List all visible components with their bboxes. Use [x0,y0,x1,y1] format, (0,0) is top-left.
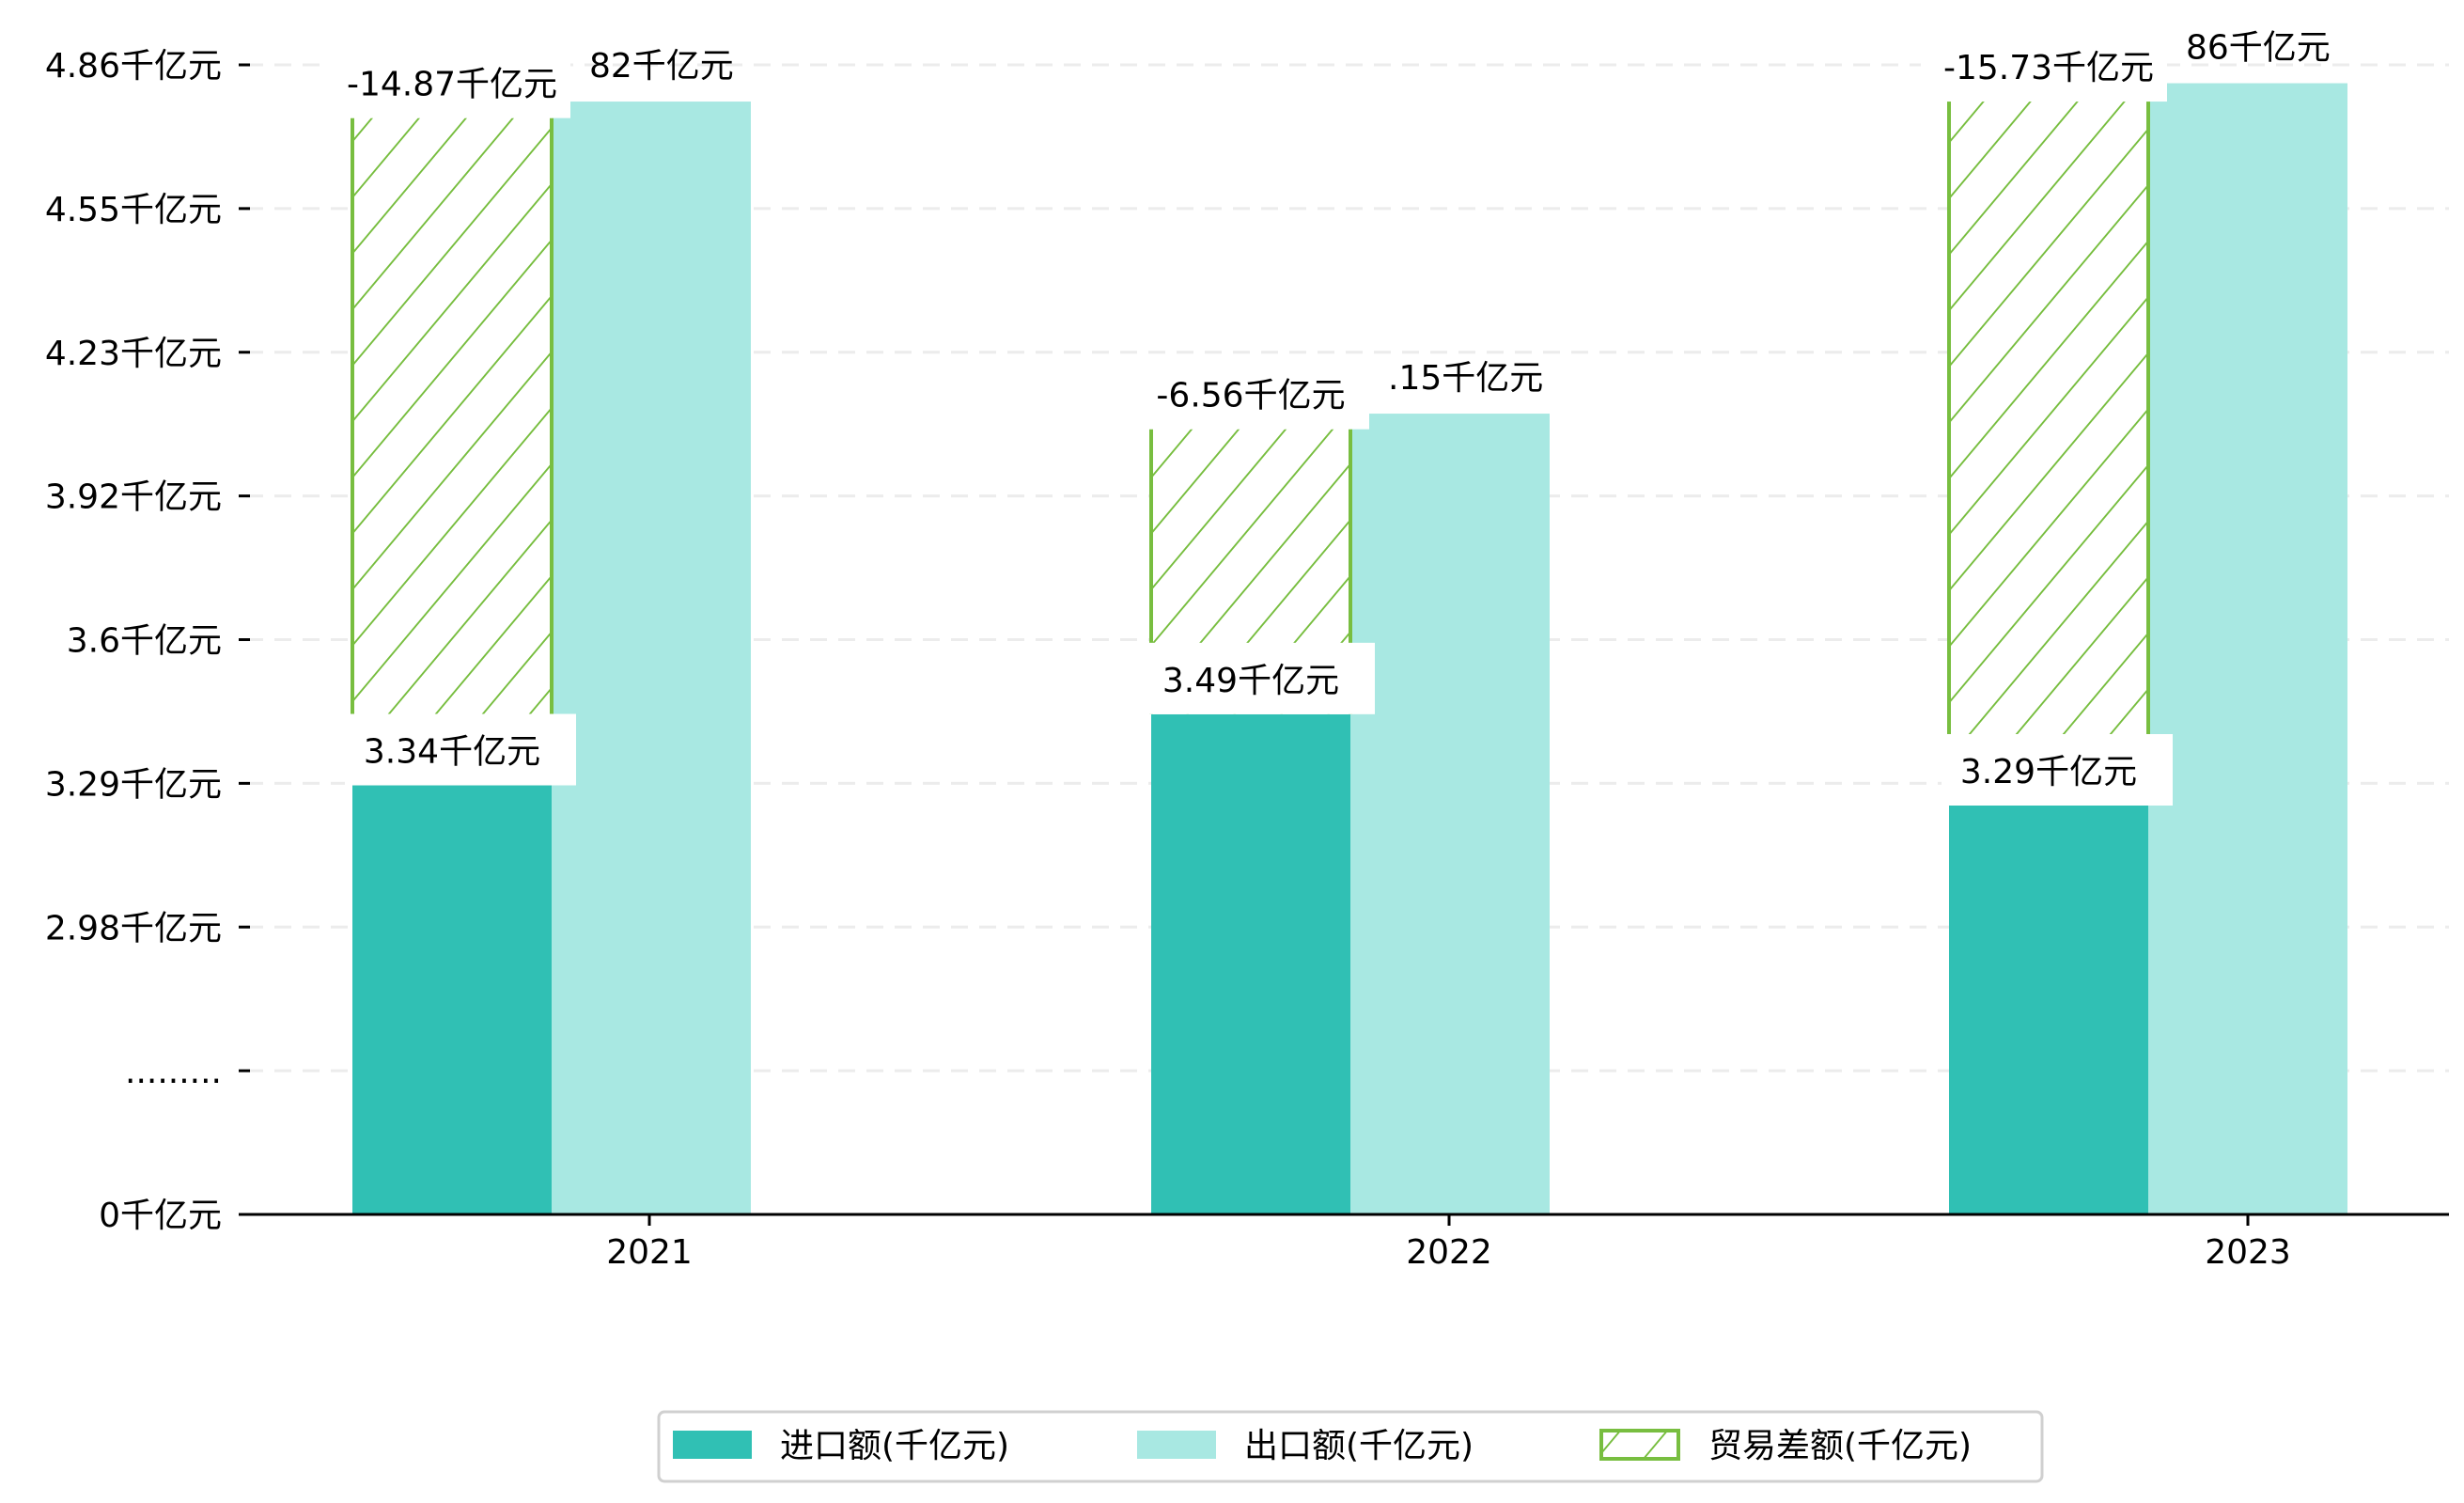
x-axis: 2021 2022 2023 [606,1214,2291,1272]
import-bar [352,785,552,1214]
legend-frame [657,1410,2044,1483]
bars [351,83,2347,1215]
y-tick-label: 4.86千亿元 [45,47,222,86]
y-tick-label: 2.98千亿元 [45,909,222,947]
import-label-box [345,713,576,786]
y-tick-label: 3.92千亿元 [45,478,222,517]
import-value-label: 3.49千亿元 [1162,662,1339,700]
legend-swatch-import [673,1431,752,1459]
balance-bar-hatch [1949,102,2148,806]
balance-value-label: -15.73千亿元 [1943,49,2154,87]
legend-swatch-export [1137,1431,1216,1459]
x-tick-label: 2021 [606,1233,693,1272]
export-value-label: .15千亿元 [1388,359,1543,398]
data-labels: 82千亿元 -14.87千亿元 3.34千亿元 .15千亿元 -6.56千亿元 3.49千… [324,29,2331,806]
import-value-label: 3.34千亿元 [364,733,540,772]
x-tick-label: 2023 [2205,1233,2291,1272]
y-tick-label: 0千亿元 [99,1197,222,1235]
legend-label-balance: 贸易差额(千亿元) [1708,1427,1972,1465]
y-tick-label: 4.23千亿元 [45,335,222,373]
export-value-label: 86千亿元 [2186,29,2331,68]
y-axis: 0千亿元......... 2.98千亿元 3.29千亿元 3.6千亿元 3.92千亿元… [45,47,250,1235]
legend-label-import: 进口额(千亿元) [780,1427,1009,1465]
y-tick-label: 3.29千亿元 [45,765,222,804]
balance-bar-hatch [352,117,552,786]
export-bar [552,102,751,1215]
import-bar [1949,805,2148,1214]
balance-label-box [1123,363,1369,430]
import-label-box [1144,642,1375,714]
balance-label-box [1921,36,2167,102]
y-tick-label: ......... [125,1053,222,1091]
import-value-label: 3.29千亿元 [1960,753,2137,791]
export-value-label: 82千亿元 [589,47,734,86]
balance-value-label: -14.87千亿元 [347,66,557,104]
legend: 进口额(千亿元) 出口额(千亿元) 贸易差额(千亿元) [657,1410,2044,1483]
balance-value-label: -6.56千亿元 [1156,377,1345,415]
import-bar [1151,713,1350,1214]
export-bar [1350,414,1550,1214]
legend-label-export: 出口额(千亿元) [1244,1427,1474,1465]
y-tick-label: 4.55千亿元 [45,191,222,229]
x-tick-label: 2022 [1406,1233,1492,1272]
balance-label-box [324,52,570,118]
legend-swatch-balance [1599,1429,1680,1461]
import-label-box [1942,733,2173,806]
export-bar [2148,83,2347,1215]
y-tick-label: 3.6千亿元 [67,622,222,661]
